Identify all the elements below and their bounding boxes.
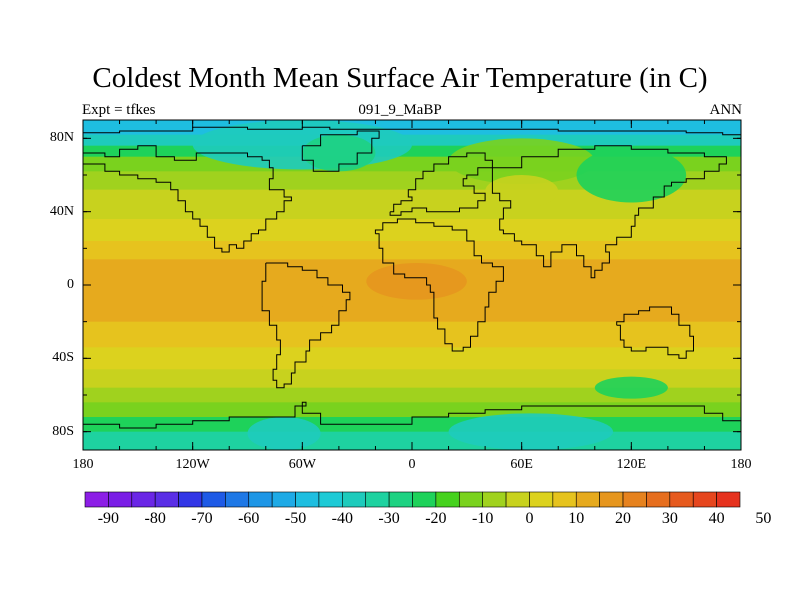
colorbar-label: -70 — [191, 510, 213, 527]
colorbar-label: 0 — [525, 510, 534, 527]
colorbar-box — [575, 491, 600, 508]
colorbar-box — [154, 491, 179, 508]
colorbar-box — [131, 491, 156, 508]
colorbar-label: 30 — [661, 510, 678, 527]
colorbar-label: 20 — [615, 510, 632, 527]
coastline — [616, 306, 694, 359]
colorbar-box — [505, 491, 530, 508]
longitude-label: 180 — [72, 457, 94, 472]
colorbar-label: 50 — [755, 510, 772, 527]
temperature-band — [83, 369, 741, 389]
colorbar-box — [458, 491, 483, 508]
coastline — [83, 145, 292, 253]
colorbar-box — [108, 491, 133, 508]
latitude-label: 0 — [67, 277, 74, 292]
latitude-label: 40N — [49, 203, 74, 219]
colorbar-label: -10 — [472, 510, 494, 527]
temperature-region — [366, 263, 467, 300]
longitude-label: 60E — [510, 457, 533, 472]
colorbar-label: 40 — [708, 510, 725, 527]
longitude-label: 0 — [408, 457, 416, 472]
colorbar-box — [435, 491, 460, 508]
colorbar-box — [529, 491, 554, 508]
temperature-region — [594, 376, 668, 399]
colorbar-label: -80 — [144, 510, 166, 527]
colorbar-box — [388, 491, 413, 508]
colorbar-box — [295, 491, 320, 508]
temperature-region — [247, 417, 321, 450]
colorbar-label: -40 — [331, 510, 353, 527]
longitude-label: 60W — [288, 457, 316, 472]
colorbar-box — [412, 491, 437, 508]
colorbar-box — [271, 491, 296, 508]
colorbar-box — [482, 491, 507, 508]
longitude-label: 120E — [616, 457, 647, 472]
colorbar-label: -90 — [97, 510, 120, 527]
temperature-band — [83, 387, 741, 403]
longitude-label: 120W — [175, 457, 210, 472]
temperature-region — [448, 413, 614, 450]
colorbar-box — [201, 491, 226, 508]
colorbar-box — [248, 491, 273, 508]
colorbar-box — [365, 491, 390, 508]
coastline — [491, 145, 727, 279]
colorbar-box — [552, 491, 577, 508]
temperature-field — [83, 120, 741, 450]
colorbar-box — [716, 491, 741, 508]
colorbar-label: -30 — [378, 510, 400, 527]
colorbar-box — [178, 491, 203, 508]
temperature-region — [485, 175, 559, 208]
colorbar-label: -20 — [425, 510, 447, 527]
coastline — [83, 126, 741, 136]
colorbar-box — [692, 491, 717, 508]
colorbar-box — [342, 491, 367, 508]
coastline — [83, 401, 741, 429]
colorbar-box — [318, 491, 343, 508]
temperature-band — [83, 307, 741, 323]
coastline — [261, 262, 351, 389]
latitude-label: 80N — [49, 130, 74, 146]
period-label: 091_9_MaBP — [358, 102, 442, 118]
experiment-label: Expt = tfkes — [82, 102, 156, 118]
colorbar-box — [599, 491, 624, 508]
colorbar-box — [669, 491, 694, 508]
colorbar-box — [622, 491, 647, 508]
temperature-band — [83, 134, 741, 147]
coastline — [374, 218, 504, 352]
temperature-band — [83, 321, 741, 348]
axis-ticks — [82, 120, 742, 450]
temperature-region — [576, 147, 687, 203]
colorbar-box — [84, 491, 109, 508]
coastline — [389, 152, 493, 216]
temperature-region — [280, 281, 330, 311]
coastline — [301, 130, 380, 172]
colorbar-box — [225, 491, 250, 508]
colorbar-label: -50 — [284, 510, 307, 527]
map-title: Coldest Month Mean Surface Air Temperatu… — [92, 62, 708, 94]
temperature-band — [83, 347, 741, 370]
coastlines — [83, 126, 741, 429]
colorbar — [84, 491, 741, 508]
longitude-label: 180 — [730, 457, 752, 472]
season-label: ANN — [709, 102, 743, 118]
temperature-band — [83, 145, 741, 158]
latitude-label: 80S — [52, 423, 74, 439]
colorbar-label: 10 — [568, 510, 585, 527]
temperature-band — [83, 241, 741, 260]
colorbar-box — [646, 491, 671, 508]
temperature-band — [83, 219, 741, 242]
colorbar-label: -60 — [238, 510, 260, 527]
latitude-label: 40S — [52, 350, 74, 366]
temperature-band — [83, 402, 741, 418]
